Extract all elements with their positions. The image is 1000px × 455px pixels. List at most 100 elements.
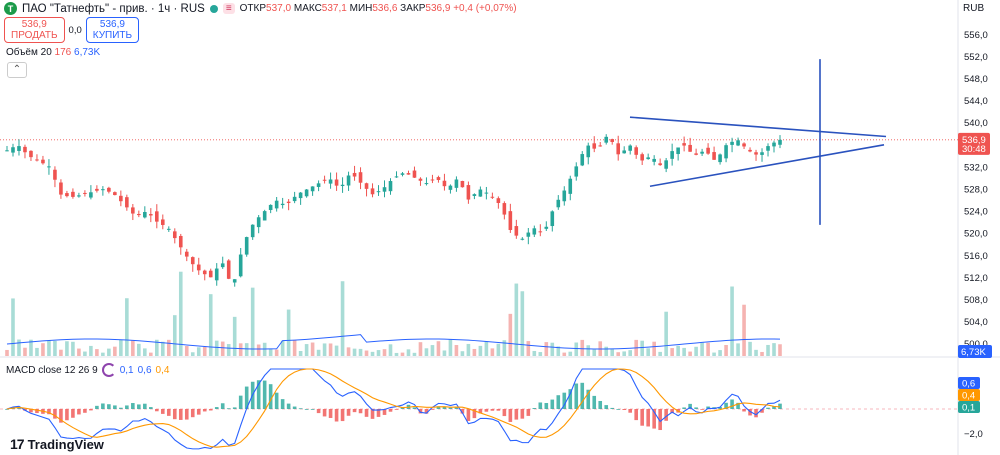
- macd-hist-bar: [688, 403, 692, 409]
- volume-bar: [436, 341, 441, 356]
- volume-bar: [544, 342, 549, 356]
- macd-badge: [958, 377, 980, 389]
- candle: [634, 147, 638, 155]
- candle: [478, 189, 483, 197]
- candle: [472, 194, 477, 196]
- macd-hist-bar: [778, 403, 782, 409]
- macd-hist-bar: [244, 386, 249, 409]
- volume-bar: [658, 351, 662, 356]
- volume-bar: [71, 341, 75, 356]
- candle: [149, 214, 153, 216]
- volume-bar: [418, 342, 423, 356]
- volume-bar: [316, 349, 321, 356]
- volume-bar: [292, 340, 297, 356]
- sell-button[interactable]: 536,9 ПРОДАТЬ: [4, 17, 65, 43]
- price-axis[interactable]: 556,0552,0548,0544,0540,0536,0532,0528,0…: [958, 30, 992, 440]
- volume-bar: [131, 340, 135, 356]
- candle: [358, 172, 363, 183]
- candle: [556, 199, 561, 208]
- macd-hist-bar: [772, 406, 776, 409]
- candle: [496, 198, 501, 204]
- volume-bar: [214, 340, 219, 356]
- macd-hist-bar: [131, 403, 135, 409]
- macd-hist-bar: [664, 409, 668, 421]
- macd-hist-bar: [77, 409, 81, 415]
- volume-bar: [137, 343, 141, 356]
- macd-hist-bar: [658, 409, 662, 431]
- macd-badge-value: 0,1: [962, 403, 975, 414]
- candle: [17, 146, 21, 151]
- candle: [71, 191, 75, 197]
- macd-hist-bar: [95, 405, 99, 409]
- volume-bar: [778, 344, 782, 356]
- candle: [208, 270, 213, 278]
- candle: [688, 144, 692, 152]
- y-tick-label: 532,0: [964, 162, 988, 173]
- candle: [65, 193, 69, 197]
- volume-bar: [23, 347, 27, 356]
- volume-ma-line: [6, 334, 781, 350]
- volume-bar: [664, 311, 668, 356]
- volume-bar: [772, 343, 776, 356]
- macd-hist-bar: [616, 409, 621, 410]
- volume-bar: [766, 344, 770, 356]
- candle: [280, 203, 285, 206]
- candle: [568, 178, 573, 194]
- macd-pane: [0, 368, 958, 450]
- volume-bar: [730, 286, 734, 356]
- macd-hist-bar: [59, 409, 63, 423]
- macd-hist-bar: [340, 409, 345, 422]
- volume-bar: [119, 339, 123, 356]
- macd-hist-bar: [184, 409, 189, 420]
- symbol-title[interactable]: ПАО "Татнефть" - прив. · 1ч · RUS: [22, 2, 205, 15]
- candle: [700, 151, 704, 154]
- macd-hist-bar: [143, 403, 147, 409]
- volume-bar: [424, 348, 429, 356]
- volume-bar: [694, 346, 698, 356]
- candle: [460, 180, 465, 188]
- candle: [454, 179, 459, 188]
- buy-button[interactable]: 536,9 КУПИТЬ: [85, 17, 140, 43]
- volume-bar: [490, 348, 495, 356]
- candle: [101, 189, 105, 191]
- candle: [592, 143, 597, 149]
- volume-bar: [310, 342, 315, 356]
- volume-bar: [742, 304, 746, 356]
- macd-legend[interactable]: MACD close 12 26 9 0,1 0,6 0,4: [6, 363, 170, 377]
- candle: [286, 201, 291, 204]
- volume-badge-value: 6,73K: [961, 347, 986, 358]
- menu-icon[interactable]: ≡: [222, 3, 235, 14]
- candle: [580, 154, 585, 166]
- volume-bar: [107, 348, 111, 356]
- currency-label[interactable]: RUB: [963, 3, 985, 14]
- tradingview-logo[interactable]: 17 TradingView: [10, 436, 104, 452]
- macd-hist-bar: [35, 409, 39, 414]
- macd-hist-bar: [460, 409, 465, 414]
- volume-bar: [250, 287, 255, 356]
- volume-bar: [412, 352, 417, 356]
- volume-legend[interactable]: Объём 20 176 6,73K: [6, 47, 101, 58]
- volume-bar: [652, 341, 656, 356]
- candle: [214, 268, 219, 281]
- macd-hist-bar: [754, 409, 758, 418]
- macd-hist-bar: [53, 409, 57, 419]
- tradingview-logo-icon: 17: [10, 436, 25, 452]
- macd-hist-bar: [334, 409, 339, 422]
- candle: [520, 238, 525, 240]
- collapse-chevron-icon[interactable]: ⌃: [7, 62, 27, 78]
- macd-hist-bar: [298, 408, 303, 410]
- macd-tick-label: −2,0: [964, 429, 983, 440]
- volume-bars: [5, 271, 782, 356]
- macd-hist-bar: [622, 409, 627, 410]
- volume-bar: [220, 341, 225, 356]
- volume-bar: [364, 350, 369, 356]
- volume-bar: [460, 351, 465, 356]
- drawings[interactable]: [629, 59, 887, 225]
- volume-bar: [29, 339, 33, 356]
- candle: [724, 145, 728, 159]
- candle: [418, 178, 423, 181]
- macd-hist-bar: [454, 406, 459, 409]
- candle: [664, 160, 668, 169]
- macd-hist-bar: [5, 409, 9, 410]
